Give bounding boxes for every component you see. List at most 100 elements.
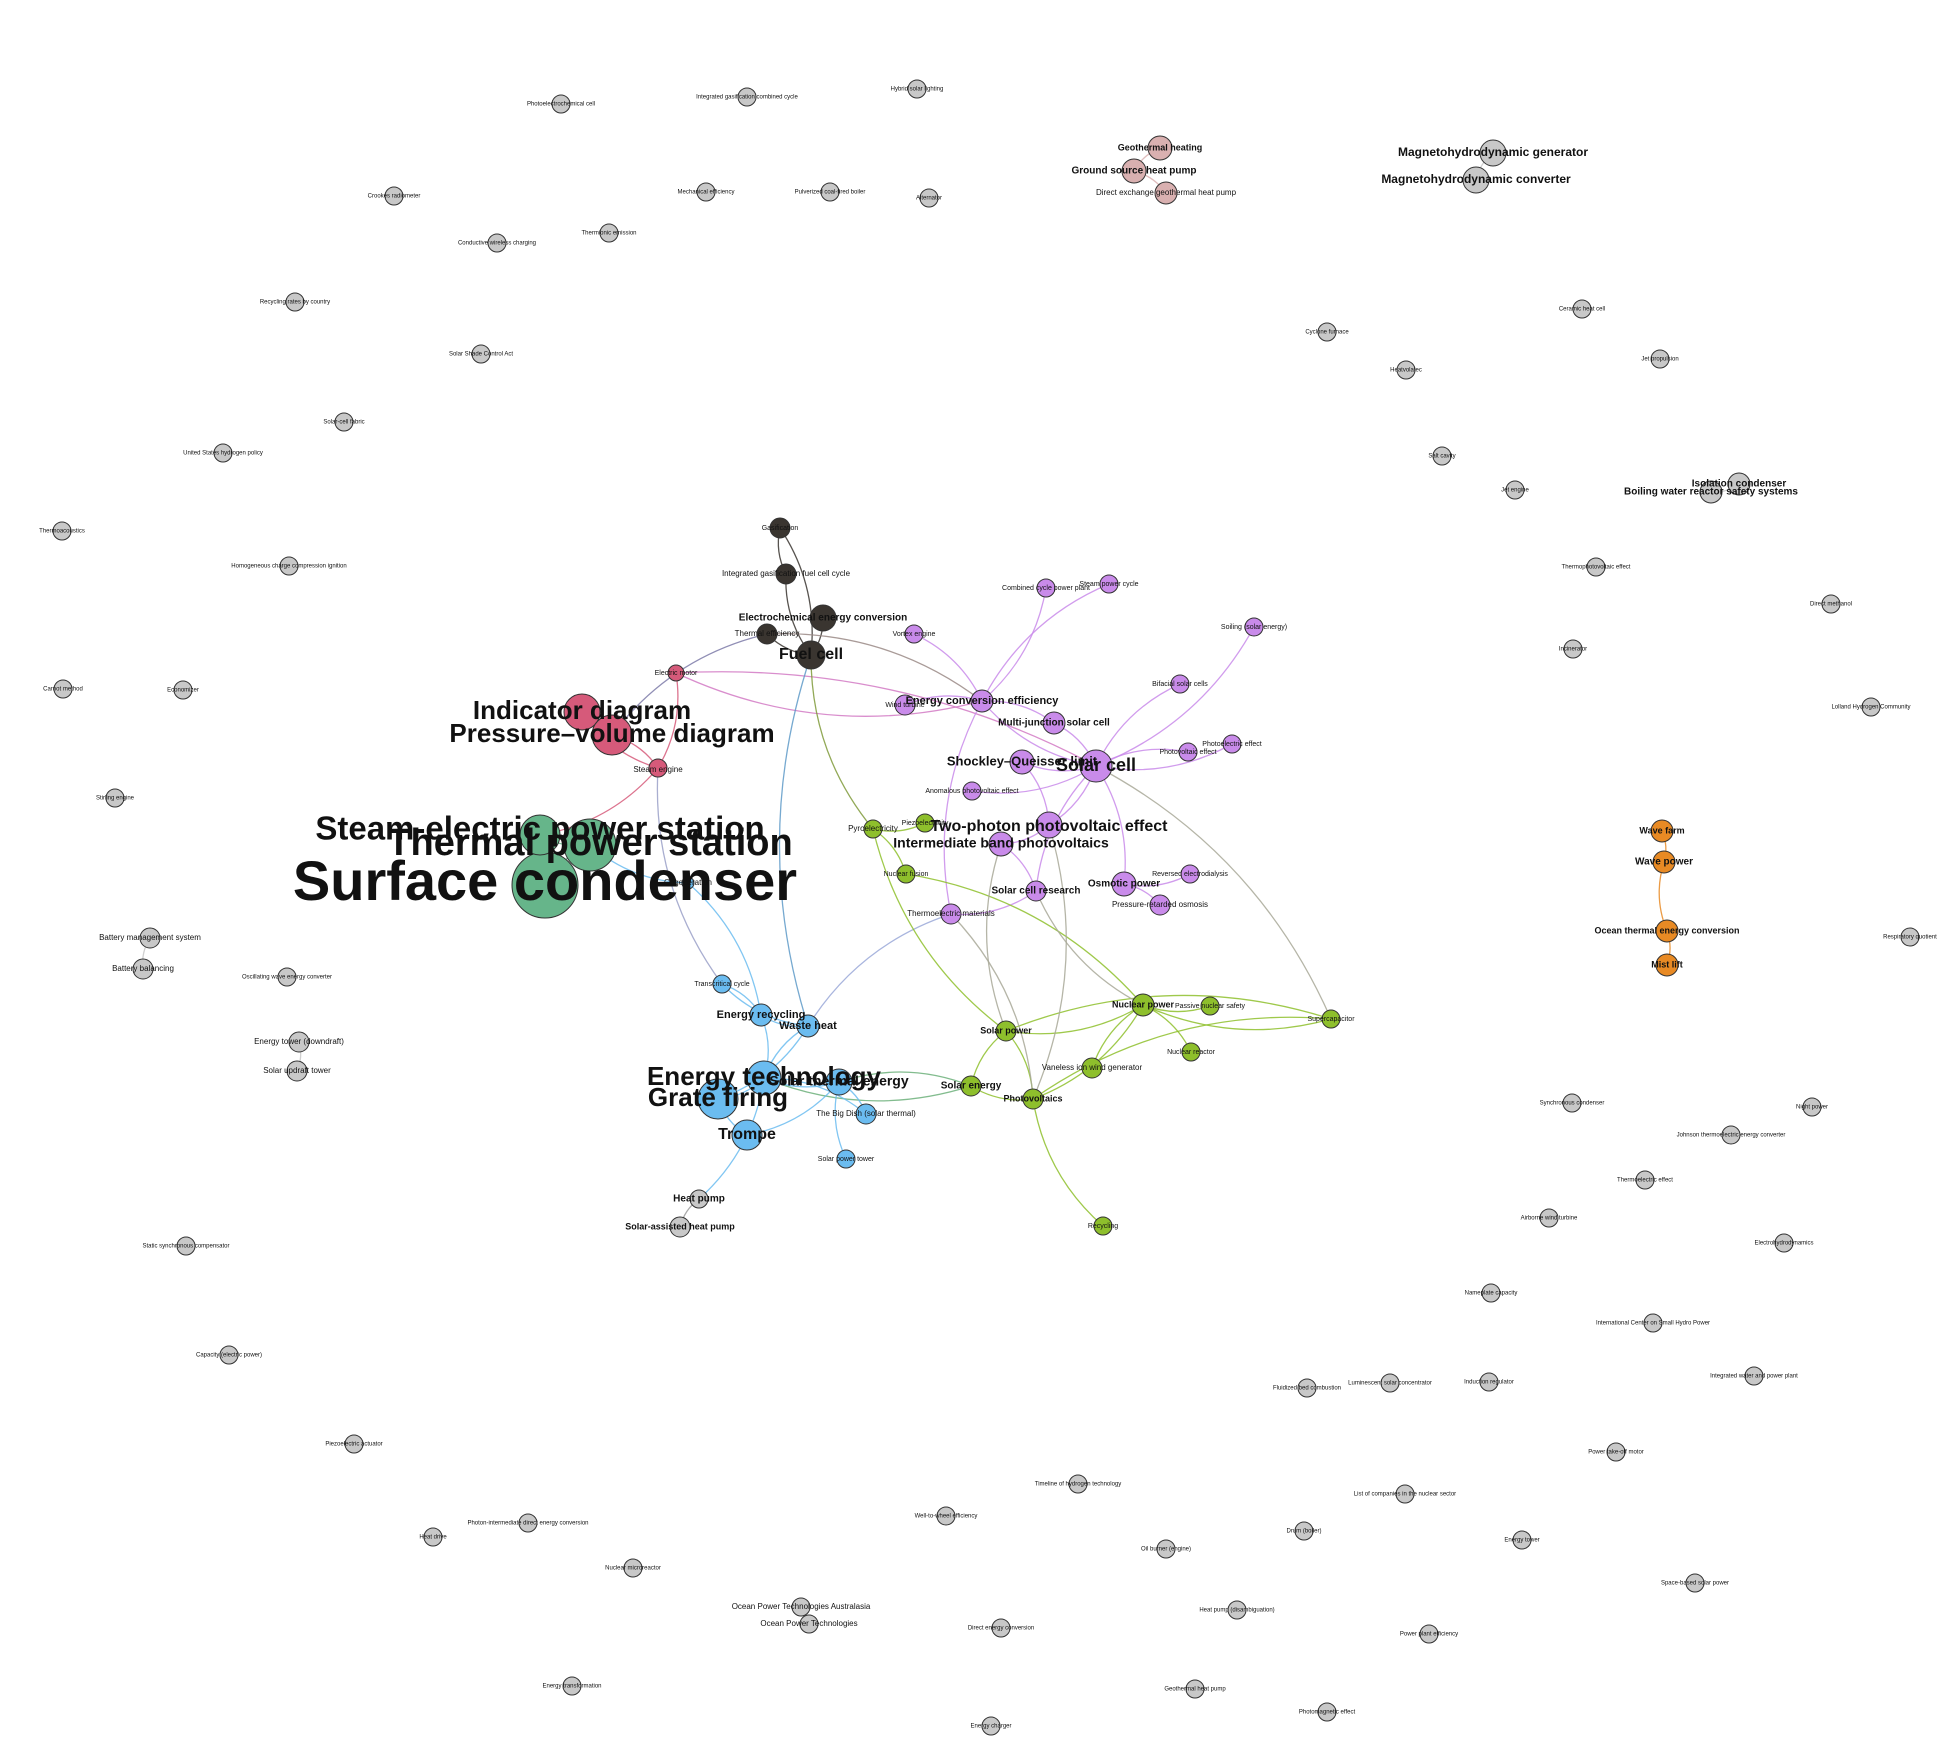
node-ocean-power-technologies[interactable] — [799, 1614, 819, 1634]
node-energy-conversion-efficiency[interactable] — [970, 689, 994, 713]
node-battery-management-system[interactable] — [139, 927, 161, 949]
node-solar-thermal-energy[interactable] — [825, 1068, 853, 1096]
node-ground-source-heat-pump[interactable] — [1121, 158, 1147, 184]
node-solar-power-tower[interactable] — [836, 1149, 856, 1169]
node-vortex-engine[interactable] — [904, 624, 924, 644]
node-synchronous-condenser[interactable] — [1562, 1093, 1582, 1113]
node-direct-methanol[interactable] — [1821, 594, 1841, 614]
node-trompe[interactable] — [731, 1119, 763, 1151]
node-steam-engine[interactable] — [648, 758, 668, 778]
node-nuclear-power[interactable] — [1131, 993, 1155, 1017]
node-solar-cell-research[interactable] — [1025, 880, 1047, 902]
node-static-synchronous-compensator[interactable] — [176, 1236, 196, 1256]
node-combined-cycle-power-plant[interactable] — [1036, 578, 1056, 598]
node-direct-exchange-geothermal-heat-pump[interactable] — [1154, 181, 1178, 205]
node-solar-assisted-heat-pump[interactable] — [669, 1216, 691, 1238]
node-mhd-converter[interactable] — [1462, 166, 1490, 194]
node-steam-electric-power-station[interactable] — [519, 814, 561, 856]
node-intermediate-band-photovoltaics[interactable] — [988, 831, 1014, 857]
node-thermionic-emission[interactable] — [599, 223, 619, 243]
node-energy-charger[interactable] — [981, 1716, 1001, 1736]
node-power-take-off-motor[interactable] — [1606, 1442, 1626, 1462]
node-thermoelectric-effect[interactable] — [1635, 1170, 1655, 1190]
node-wave-farm[interactable] — [1650, 819, 1674, 843]
node-conductive-wireless-charging[interactable] — [487, 233, 507, 253]
node-heat-pump[interactable] — [689, 1189, 709, 1209]
node-well-to-wheel-efficiency[interactable] — [936, 1506, 956, 1526]
node-geothermal-heating[interactable] — [1147, 135, 1173, 161]
node-luminescent-solar-concentrator[interactable] — [1380, 1373, 1400, 1393]
node-integrated-water-power-plant[interactable] — [1744, 1366, 1764, 1386]
node-mist-lift[interactable] — [1655, 953, 1679, 977]
node-heat-drive[interactable] — [423, 1527, 443, 1547]
node-cogeneration[interactable] — [681, 876, 695, 890]
node-integrated-gasification-combined-cycle[interactable] — [737, 87, 757, 107]
node-solar-updraft-tower[interactable] — [286, 1060, 308, 1082]
node-battery-balancing[interactable] — [132, 958, 154, 980]
node-solar-cell[interactable] — [1079, 749, 1113, 783]
node-respiratory-quotient[interactable] — [1900, 927, 1920, 947]
node-economizer[interactable] — [173, 680, 193, 700]
node-waste-heat[interactable] — [796, 1014, 820, 1038]
node-energy-tower-downdraft[interactable] — [288, 1031, 310, 1053]
node-intl-center-small-hydro[interactable] — [1643, 1313, 1663, 1333]
node-passive-nuclear-safety[interactable] — [1200, 996, 1220, 1016]
node-two-photon-photovoltaic-effect[interactable] — [1035, 811, 1063, 839]
node-induction-regulator[interactable] — [1479, 1372, 1499, 1392]
node-johnson-thermoelectric-converter[interactable] — [1721, 1125, 1741, 1145]
node-salt-caving[interactable] — [1432, 446, 1452, 466]
node-bifacial-solar-cells[interactable] — [1170, 674, 1190, 694]
node-hcci[interactable] — [279, 556, 299, 576]
node-ocean-wave-energy-converter[interactable] — [277, 967, 297, 987]
node-carnot-method[interactable] — [53, 679, 73, 699]
node-stirling-engine[interactable] — [105, 788, 125, 808]
node-gasification[interactable] — [769, 517, 791, 539]
node-hybrid-solar-lighting[interactable] — [907, 79, 927, 99]
node-thermoelectric-materials[interactable] — [940, 903, 962, 925]
node-nuvolatec[interactable] — [1396, 360, 1416, 380]
node-osmotic-power[interactable] — [1111, 871, 1137, 897]
node-heat-pump-disambiguation[interactable] — [1227, 1600, 1247, 1620]
node-photoelectric-effect[interactable] — [1222, 734, 1242, 754]
node-supercapacitor[interactable] — [1321, 1009, 1341, 1029]
node-photovoltaics[interactable] — [1022, 1088, 1044, 1110]
node-capacity-electric-power[interactable] — [219, 1345, 239, 1365]
node-soiling-solar-energy[interactable] — [1244, 617, 1264, 637]
node-photon-intermediate-direct-energy-conversion[interactable] — [518, 1513, 538, 1533]
node-the-big-dish[interactable] — [855, 1103, 877, 1125]
node-anomalous-photovoltaic-effect[interactable] — [962, 781, 982, 801]
node-integrated-gasification-fuel-cell-cycle[interactable] — [775, 563, 797, 585]
node-pressure-retarded-osmosis[interactable] — [1149, 894, 1171, 916]
node-recycling[interactable] — [1093, 1216, 1113, 1236]
node-thermal-power-station[interactable] — [563, 818, 617, 872]
node-recycling-rates-by-country[interactable] — [285, 292, 305, 312]
node-mhd-generator[interactable] — [1479, 139, 1507, 167]
node-solar-shade-control-act[interactable] — [471, 344, 491, 364]
node-shockley-queisser-limit[interactable] — [1009, 749, 1035, 775]
node-nuclear-fusion[interactable] — [896, 864, 916, 884]
node-lolland-hydrogen-community[interactable] — [1861, 697, 1881, 717]
node-piezoelectric-actuator[interactable] — [344, 1434, 364, 1454]
node-pulverized-coal-fired-boiler[interactable] — [820, 182, 840, 202]
node-electrohydrodynamics[interactable] — [1774, 1233, 1794, 1253]
node-solar-energy[interactable] — [960, 1075, 982, 1097]
node-jet-engine[interactable] — [1505, 480, 1525, 500]
node-transcritical-cycle[interactable] — [712, 974, 732, 994]
node-isolation-condenser[interactable] — [1727, 472, 1751, 496]
node-pyroelectricity[interactable] — [863, 819, 883, 839]
node-pressure-volume-diagram[interactable] — [591, 714, 633, 756]
node-fluidized-bed-combustion[interactable] — [1297, 1378, 1317, 1398]
node-thermoacoustics[interactable] — [52, 521, 72, 541]
node-cyclone-furnace[interactable] — [1317, 322, 1337, 342]
node-power-plant-efficiency[interactable] — [1419, 1624, 1439, 1644]
node-wave-power[interactable] — [1652, 850, 1676, 874]
node-alternator[interactable] — [919, 188, 939, 208]
node-nameplate-capacity[interactable] — [1481, 1283, 1501, 1303]
node-oil-burner-engine[interactable] — [1156, 1539, 1176, 1559]
node-thermophotovoltaic-effect[interactable] — [1586, 557, 1606, 577]
node-fuel-cell[interactable] — [796, 640, 826, 670]
node-reversed-electrodialysis[interactable] — [1180, 864, 1200, 884]
node-vaneless-ion-wind-generator[interactable] — [1081, 1057, 1103, 1079]
node-indicator-diagram[interactable] — [563, 693, 601, 731]
node-drum-boiler[interactable] — [1294, 1521, 1314, 1541]
